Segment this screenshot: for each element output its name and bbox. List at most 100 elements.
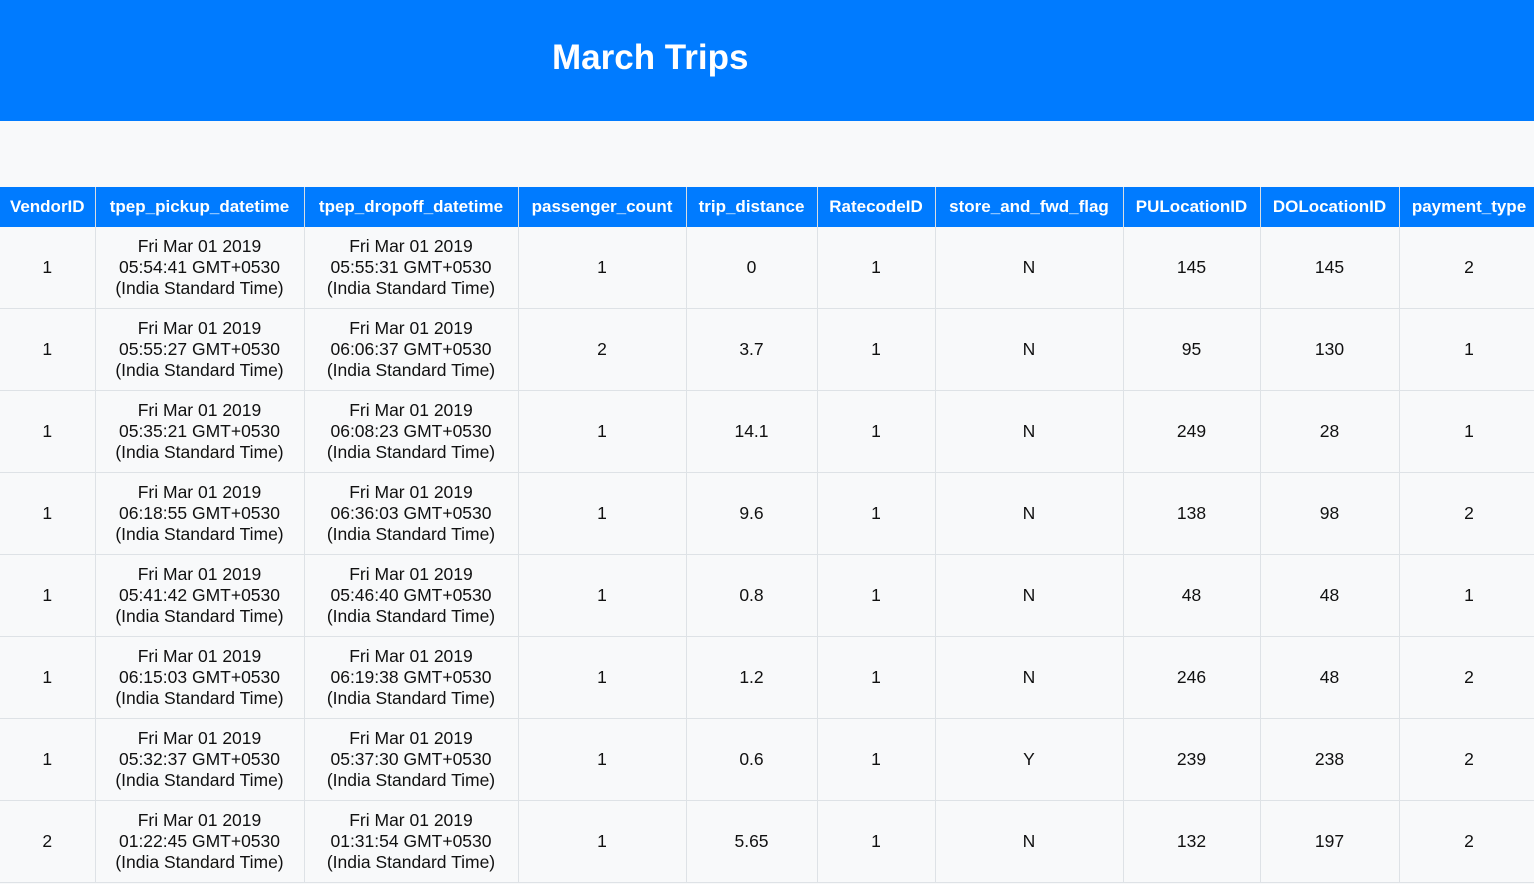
cell-trip-distance: 1.2 bbox=[686, 636, 818, 719]
cell-pickup-datetime: Fri Mar 01 2019 01:22:45 GMT+0530 (India S… bbox=[95, 800, 305, 883]
cell-passenger-count: 1 bbox=[518, 800, 687, 883]
cell-store-and-fwd-flag: N bbox=[935, 800, 1124, 883]
cell-payment-type: 2 bbox=[1399, 800, 1534, 883]
cell-trip-distance: 9.6 bbox=[686, 472, 818, 555]
table-row: 1 Fri Mar 01 2019 05:35:21 GMT+0530 (India… bbox=[0, 390, 1534, 473]
cell-do-location-id: 98 bbox=[1260, 472, 1400, 555]
cell-passenger-count: 1 bbox=[518, 472, 687, 555]
table-row: 1 Fri Mar 01 2019 06:15:03 GMT+0530 (India… bbox=[0, 636, 1534, 719]
trips-table-container: VendorID tpep_pickup_datetime tpep_dropo… bbox=[0, 187, 1534, 884]
table-row: 1 Fri Mar 01 2019 05:54:41 GMT+0530 (India… bbox=[0, 227, 1534, 309]
cell-payment-type: 1 bbox=[1399, 554, 1534, 637]
cell-pu-location-id: 132 bbox=[1123, 800, 1261, 883]
cell-store-and-fwd-flag: N bbox=[935, 390, 1124, 473]
cell-passenger-count: 1 bbox=[518, 554, 687, 637]
table-row: 1 Fri Mar 01 2019 06:18:55 GMT+0530 (India… bbox=[0, 472, 1534, 555]
cell-passenger-count: 1 bbox=[518, 227, 687, 309]
column-header-trip-distance: trip_distance bbox=[686, 187, 818, 227]
cell-pickup-datetime: Fri Mar 01 2019 06:15:03 GMT+0530 (India S… bbox=[95, 636, 305, 719]
page-title: March Trips bbox=[552, 38, 749, 77]
cell-store-and-fwd-flag: N bbox=[935, 308, 1124, 391]
table-row: 1 Fri Mar 01 2019 05:55:27 GMT+0530 (India… bbox=[0, 308, 1534, 391]
cell-payment-type: 2 bbox=[1399, 718, 1534, 801]
cell-trip-distance: 0.8 bbox=[686, 554, 818, 637]
cell-pu-location-id: 249 bbox=[1123, 390, 1261, 473]
cell-store-and-fwd-flag: Y bbox=[935, 718, 1124, 801]
cell-trip-distance: 14.1 bbox=[686, 390, 818, 473]
cell-pu-location-id: 145 bbox=[1123, 227, 1261, 309]
cell-passenger-count: 1 bbox=[518, 718, 687, 801]
column-header-ratecode-id: RatecodeID bbox=[817, 187, 936, 227]
column-header-passenger-count: passenger_count bbox=[518, 187, 687, 227]
column-header-store-and-fwd-flag: store_and_fwd_flag bbox=[935, 187, 1124, 227]
cell-vendor-id: 1 bbox=[0, 227, 96, 309]
cell-vendor-id: 1 bbox=[0, 472, 96, 555]
column-header-pickup-datetime: tpep_pickup_datetime bbox=[95, 187, 305, 227]
cell-ratecode-id: 1 bbox=[817, 227, 936, 309]
cell-do-location-id: 130 bbox=[1260, 308, 1400, 391]
column-header-vendor-id: VendorID bbox=[0, 187, 96, 227]
cell-do-location-id: 28 bbox=[1260, 390, 1400, 473]
cell-trip-distance: 0 bbox=[686, 227, 818, 309]
cell-ratecode-id: 1 bbox=[817, 554, 936, 637]
cell-pickup-datetime: Fri Mar 01 2019 06:18:55 GMT+0530 (India S… bbox=[95, 472, 305, 555]
cell-store-and-fwd-flag: N bbox=[935, 227, 1124, 309]
cell-pu-location-id: 246 bbox=[1123, 636, 1261, 719]
cell-passenger-count: 2 bbox=[518, 308, 687, 391]
cell-payment-type: 2 bbox=[1399, 636, 1534, 719]
cell-pu-location-id: 95 bbox=[1123, 308, 1261, 391]
table-row: 2 Fri Mar 01 2019 01:22:45 GMT+0530 (India… bbox=[0, 800, 1534, 883]
cell-store-and-fwd-flag: N bbox=[935, 472, 1124, 555]
cell-pickup-datetime: Fri Mar 01 2019 05:54:41 GMT+0530 (India S… bbox=[95, 227, 305, 309]
cell-do-location-id: 48 bbox=[1260, 636, 1400, 719]
cell-ratecode-id: 1 bbox=[817, 800, 936, 883]
cell-trip-distance: 5.65 bbox=[686, 800, 818, 883]
cell-payment-type: 2 bbox=[1399, 472, 1534, 555]
cell-dropoff-datetime: Fri Mar 01 2019 05:55:31 GMT+0530 (India S… bbox=[304, 227, 519, 309]
cell-do-location-id: 238 bbox=[1260, 718, 1400, 801]
cell-vendor-id: 1 bbox=[0, 308, 96, 391]
cell-ratecode-id: 1 bbox=[817, 390, 936, 473]
cell-pickup-datetime: Fri Mar 01 2019 05:41:42 GMT+0530 (India S… bbox=[95, 554, 305, 637]
column-header-pu-location-id: PULocationID bbox=[1123, 187, 1261, 227]
cell-pu-location-id: 138 bbox=[1123, 472, 1261, 555]
cell-dropoff-datetime: Fri Mar 01 2019 06:19:38 GMT+0530 (India S… bbox=[304, 636, 519, 719]
cell-vendor-id: 1 bbox=[0, 554, 96, 637]
trips-table: VendorID tpep_pickup_datetime tpep_dropo… bbox=[0, 187, 1534, 883]
cell-vendor-id: 1 bbox=[0, 718, 96, 801]
column-header-dropoff-datetime: tpep_dropoff_datetime bbox=[304, 187, 519, 227]
cell-vendor-id: 1 bbox=[0, 636, 96, 719]
cell-trip-distance: 0.6 bbox=[686, 718, 818, 801]
table-row: 1 Fri Mar 01 2019 05:41:42 GMT+0530 (India… bbox=[0, 554, 1534, 637]
cell-dropoff-datetime: Fri Mar 01 2019 06:36:03 GMT+0530 (India S… bbox=[304, 472, 519, 555]
cell-dropoff-datetime: Fri Mar 01 2019 06:06:37 GMT+0530 (India S… bbox=[304, 308, 519, 391]
cell-payment-type: 1 bbox=[1399, 390, 1534, 473]
cell-ratecode-id: 1 bbox=[817, 636, 936, 719]
cell-dropoff-datetime: Fri Mar 01 2019 06:08:23 GMT+0530 (India S… bbox=[304, 390, 519, 473]
cell-ratecode-id: 1 bbox=[817, 472, 936, 555]
page-header: March Trips bbox=[0, 0, 1534, 121]
cell-pu-location-id: 239 bbox=[1123, 718, 1261, 801]
cell-payment-type: 2 bbox=[1399, 227, 1534, 309]
table-header-row: VendorID tpep_pickup_datetime tpep_dropo… bbox=[0, 187, 1534, 227]
cell-ratecode-id: 1 bbox=[817, 718, 936, 801]
cell-dropoff-datetime: Fri Mar 01 2019 05:37:30 GMT+0530 (India S… bbox=[304, 718, 519, 801]
cell-payment-type: 1 bbox=[1399, 308, 1534, 391]
cell-pu-location-id: 48 bbox=[1123, 554, 1261, 637]
cell-pickup-datetime: Fri Mar 01 2019 05:55:27 GMT+0530 (India S… bbox=[95, 308, 305, 391]
cell-pickup-datetime: Fri Mar 01 2019 05:35:21 GMT+0530 (India S… bbox=[95, 390, 305, 473]
cell-passenger-count: 1 bbox=[518, 390, 687, 473]
cell-do-location-id: 48 bbox=[1260, 554, 1400, 637]
cell-store-and-fwd-flag: N bbox=[935, 636, 1124, 719]
cell-dropoff-datetime: Fri Mar 01 2019 01:31:54 GMT+0530 (India S… bbox=[304, 800, 519, 883]
table-row: 1 Fri Mar 01 2019 05:32:37 GMT+0530 (India… bbox=[0, 718, 1534, 801]
cell-passenger-count: 1 bbox=[518, 636, 687, 719]
cell-pickup-datetime: Fri Mar 01 2019 05:32:37 GMT+0530 (India S… bbox=[95, 718, 305, 801]
cell-vendor-id: 1 bbox=[0, 390, 96, 473]
cell-do-location-id: 197 bbox=[1260, 800, 1400, 883]
cell-do-location-id: 145 bbox=[1260, 227, 1400, 309]
cell-dropoff-datetime: Fri Mar 01 2019 05:46:40 GMT+0530 (India S… bbox=[304, 554, 519, 637]
cell-ratecode-id: 1 bbox=[817, 308, 936, 391]
column-header-payment-type: payment_type bbox=[1399, 187, 1534, 227]
cell-trip-distance: 3.7 bbox=[686, 308, 818, 391]
